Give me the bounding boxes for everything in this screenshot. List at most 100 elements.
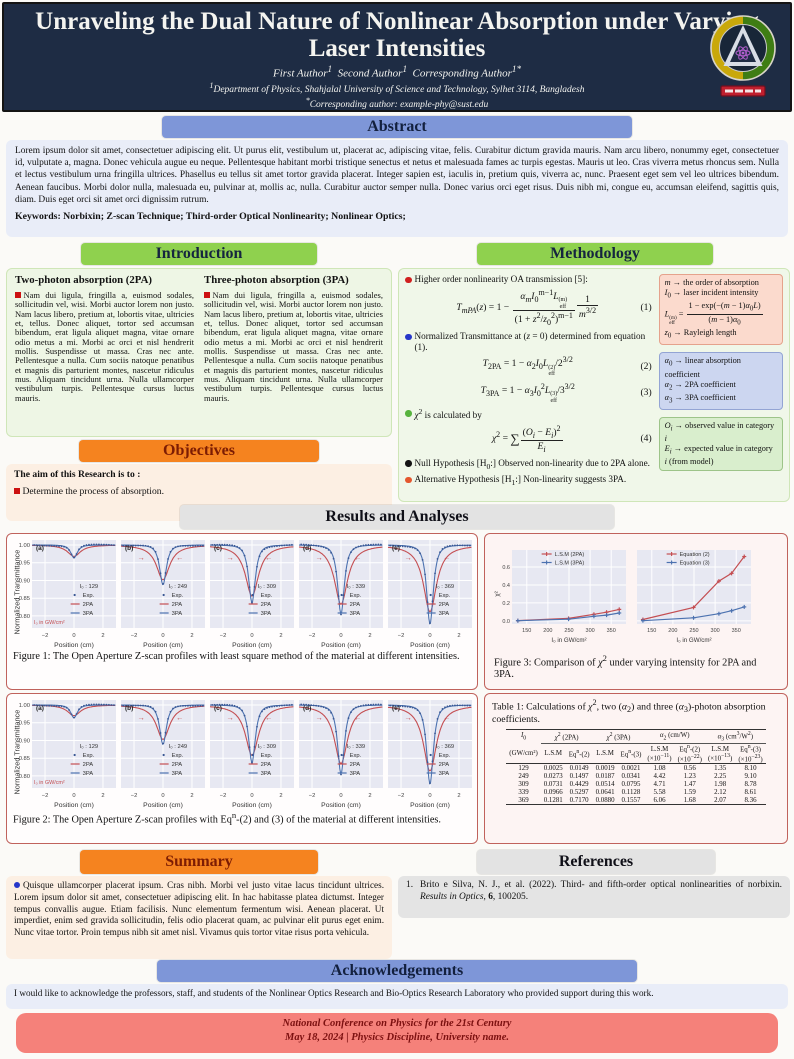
svg-text:300: 300 bbox=[711, 628, 720, 634]
methodology-equation: χ2 = ∑ (Oi − Ei)2 Ei (4) bbox=[491, 423, 652, 454]
abstract-body: Lorem ipsum dolor sit amet, consectetuer… bbox=[6, 140, 788, 237]
svg-text:I₀ : 129: I₀ : 129 bbox=[80, 744, 99, 750]
objectives-item: Determine the process of absorption. bbox=[14, 486, 384, 497]
introduction-heading: Introduction bbox=[81, 243, 317, 265]
svg-text:Equation (3): Equation (3) bbox=[680, 561, 710, 567]
table1: I0 χ2 (2PA) χ2 (3PA) α2 (cm/W) α3 (cm3/W2) (G… bbox=[492, 729, 780, 806]
svg-text:2PA: 2PA bbox=[83, 762, 94, 768]
acknowledgements-heading: Acknowledgements bbox=[157, 960, 637, 982]
svg-text:(b): (b) bbox=[125, 545, 133, 552]
svg-text:I₀ : 309: I₀ : 309 bbox=[258, 584, 277, 590]
svg-text:(a): (a) bbox=[36, 705, 44, 712]
svg-text:150: 150 bbox=[647, 628, 656, 634]
svg-text:−2: −2 bbox=[309, 633, 316, 639]
svg-text:2PA: 2PA bbox=[439, 762, 450, 768]
university-logo bbox=[702, 8, 784, 113]
svg-text:3PA: 3PA bbox=[83, 771, 94, 777]
logo-band-text bbox=[725, 89, 761, 93]
svg-text:0.85: 0.85 bbox=[19, 756, 30, 762]
abstract-text: Lorem ipsum dolor sit amet, consectetuer… bbox=[15, 146, 779, 205]
svg-text:0: 0 bbox=[339, 633, 342, 639]
svg-text:250: 250 bbox=[689, 628, 698, 634]
zscan-panel-c: (c) → ← I₀ : 309 Exp. 2PA 3PA −2 0 2 Position (cm) bbox=[209, 700, 294, 809]
svg-text:←: ← bbox=[443, 553, 451, 562]
svg-text:→: → bbox=[137, 713, 145, 722]
svg-text:0.95: 0.95 bbox=[19, 561, 30, 567]
svg-text:2PA: 2PA bbox=[350, 602, 361, 608]
svg-text:2: 2 bbox=[190, 633, 193, 639]
keywords-line: Keywords: Norbixin; Z-scan Technique; Th… bbox=[15, 211, 406, 223]
svg-text:Equation (2): Equation (2) bbox=[680, 552, 710, 558]
table-row: 369 0.1281 0.7170 0.0880 0.1557 6.06 1.68 2.07 8… bbox=[506, 796, 766, 806]
svg-text:1.00: 1.00 bbox=[19, 703, 30, 709]
footer-conference-name: National Conference on Physics for the 2… bbox=[282, 1018, 512, 1029]
table1-grid: I0 χ2 (2PA) χ2 (3PA) α2 (cm/W) α3 (cm3/W2) (G… bbox=[506, 729, 766, 806]
svg-text:2: 2 bbox=[368, 633, 371, 639]
svg-text:Position (cm): Position (cm) bbox=[143, 802, 183, 809]
figure2-box: Normalized Transmittance 1.00 0.95 0.90 0.85… bbox=[6, 693, 478, 844]
svg-text:0: 0 bbox=[161, 793, 164, 799]
svg-text:(c): (c) bbox=[214, 545, 222, 552]
svg-text:0.2: 0.2 bbox=[502, 601, 510, 607]
svg-text:I₀ in GW/cm²: I₀ in GW/cm² bbox=[34, 620, 65, 626]
svg-text:0.95: 0.95 bbox=[19, 721, 30, 727]
svg-text:Position (cm): Position (cm) bbox=[143, 642, 183, 649]
svg-text:0: 0 bbox=[250, 793, 253, 799]
svg-text:→: → bbox=[226, 553, 234, 562]
zscan-panel-e: (e) → ← I₀ : 369 Exp. 2PA 3PA −2 0 2 Position (cm) bbox=[387, 700, 472, 809]
svg-text:Exp.: Exp. bbox=[172, 753, 184, 759]
results-heading: Results and Analyses bbox=[180, 505, 614, 529]
svg-text:I₀ in GW/cm²: I₀ in GW/cm² bbox=[551, 637, 586, 644]
svg-text:−2: −2 bbox=[309, 793, 316, 799]
svg-text:Position (cm): Position (cm) bbox=[321, 802, 361, 809]
svg-text:2PA: 2PA bbox=[261, 602, 272, 608]
svg-text:Exp.: Exp. bbox=[172, 593, 184, 599]
svg-text:2PA: 2PA bbox=[172, 762, 183, 768]
svg-text:3PA: 3PA bbox=[261, 771, 272, 777]
svg-text:Exp.: Exp. bbox=[350, 593, 362, 599]
svg-text:L.S.M (3PA): L.S.M (3PA) bbox=[555, 561, 585, 567]
svg-text:2PA: 2PA bbox=[172, 602, 183, 608]
table1-caption: Table 1: Calculations of χ2, two (α2) an… bbox=[492, 698, 766, 726]
methodology-heading: Methodology bbox=[477, 243, 713, 265]
svg-text:2: 2 bbox=[101, 633, 104, 639]
svg-text:2: 2 bbox=[279, 633, 282, 639]
figure2-caption: Figure 2: The Open Aperture Z-scan profi… bbox=[13, 810, 441, 826]
intro-3pa-text: Nam dui ligula, fringilla a, euismod sod… bbox=[204, 290, 383, 403]
svg-text:Exp.: Exp. bbox=[350, 753, 362, 759]
abstract-heading: Abstract bbox=[162, 116, 632, 138]
intro-column-2pa: Two-photon absorption (2PA) Nam dui ligu… bbox=[15, 274, 194, 403]
svg-text:(d): (d) bbox=[303, 545, 311, 552]
intro-column-3pa: Three-photon absorption (3PA) Nam dui li… bbox=[204, 274, 383, 403]
intro-3pa-title: Three-photon absorption (3PA) bbox=[204, 274, 349, 286]
table-row: 129 0.0025 0.0149 0.0019 0.0021 1.08 0.56 1.35 8… bbox=[518, 764, 757, 772]
svg-text:0.4: 0.4 bbox=[502, 583, 510, 589]
svg-text:L.S.M (2PA): L.S.M (2PA) bbox=[555, 552, 585, 558]
svg-text:3PA: 3PA bbox=[350, 771, 361, 777]
svg-text:→: → bbox=[137, 553, 145, 562]
svg-text:Exp.: Exp. bbox=[83, 753, 95, 759]
svg-text:2: 2 bbox=[101, 793, 104, 799]
figure3-caption: Figure 3: Comparison of χ2 under varying… bbox=[494, 653, 757, 681]
svg-text:3PA: 3PA bbox=[172, 611, 183, 617]
conference-footer: National Conference on Physics for the 2… bbox=[16, 1013, 778, 1053]
zscan-panel-e: (e) → ← I₀ : 369 Exp. 2PA 3PA −2 0 2 Position (cm) bbox=[387, 540, 472, 649]
svg-text:−2: −2 bbox=[398, 633, 405, 639]
svg-text:Position (cm): Position (cm) bbox=[54, 642, 94, 649]
svg-text:3PA: 3PA bbox=[439, 771, 450, 777]
methodology-bullet: χ2 is calculated by bbox=[405, 407, 654, 421]
figure2-plot: Normalized Transmittance 1.00 0.95 0.90 0.85… bbox=[11, 698, 473, 810]
svg-text:−2: −2 bbox=[42, 633, 49, 639]
university-logo-graphic bbox=[710, 15, 776, 97]
svg-text:←: ← bbox=[354, 713, 362, 722]
svg-text:I₀ : 369: I₀ : 369 bbox=[436, 584, 455, 590]
svg-text:→: → bbox=[315, 713, 323, 722]
methodology-equation: TmPA(z) = 1 − αmI0m−1L (m) eff (1 + z2/z02)… bbox=[456, 287, 652, 328]
figure3-plot: 0.0 0.2 0.4 0.6 χ² 150 200 250 300 350 I₀ in GW/cm… bbox=[492, 538, 780, 653]
svg-text:−2: −2 bbox=[131, 633, 138, 639]
introduction-body: Two-photon absorption (2PA) Nam dui ligu… bbox=[6, 268, 392, 437]
svg-text:←: ← bbox=[354, 553, 362, 562]
svg-text:−2: −2 bbox=[398, 793, 405, 799]
svg-text:0: 0 bbox=[250, 633, 253, 639]
svg-text:←: ← bbox=[443, 713, 451, 722]
